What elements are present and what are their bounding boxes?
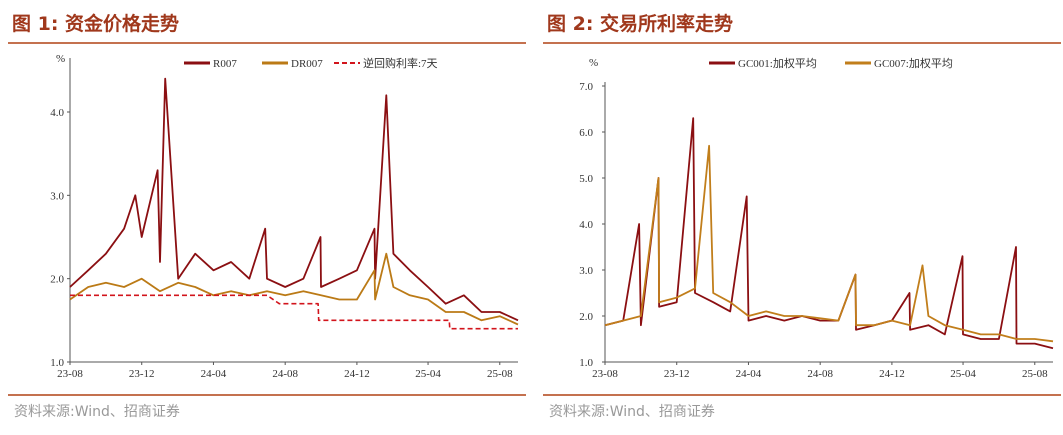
series-line-1 xyxy=(604,117,1054,350)
y-unit-label: % xyxy=(589,57,598,69)
legend-label: DR007 xyxy=(291,58,323,70)
chart-money-rates: % 1.0 2.0 3.0 4.0 23-08 23-12 24-04 24-08 24-12 25… xyxy=(50,53,519,380)
y-tick-label: 1.0 xyxy=(50,357,64,369)
x-tick-label: 25-04 xyxy=(415,368,441,380)
x-tick-label: 24-04 xyxy=(201,368,227,380)
figure-2: 图 2: 交易所利率走势 % 1.0 2.0 3.0 4.0 5.0 6.0 7.0 23-08… xyxy=(543,0,1063,435)
x-tick-label: 23-08 xyxy=(592,368,618,380)
figure-title: 图 1: 资金价格走势 xyxy=(12,13,180,35)
series-line-1 xyxy=(69,77,519,322)
y-unit-label: % xyxy=(56,53,65,65)
title-rule xyxy=(543,42,1061,44)
legend-label: GC001:加权平均 xyxy=(738,57,817,70)
y-tick-label: 3.0 xyxy=(579,265,593,277)
y-tick-label: 6.0 xyxy=(579,127,593,139)
x-tick-label: 23-12 xyxy=(129,368,155,380)
source-note: 资料来源:Wind、招商证券 xyxy=(14,404,180,420)
x-tick-label: 25-04 xyxy=(950,368,976,380)
x-tick-label: 24-04 xyxy=(736,368,762,380)
y-tick-label: 3.0 xyxy=(50,190,64,202)
legend-label: 逆回购利率:7天 xyxy=(363,56,438,70)
source-note: 资料来源:Wind、招商证券 xyxy=(549,404,715,420)
series-line-2 xyxy=(604,144,1054,343)
source-rule xyxy=(543,394,1061,396)
y-tick-label: 2.0 xyxy=(50,274,64,286)
y-tick-label: 7.0 xyxy=(579,81,593,93)
figure-1: 图 1: 资金价格走势 % 1.0 2.0 3.0 4.0 23-08 23-12 24-04… xyxy=(8,0,528,435)
title-rule xyxy=(8,42,526,44)
y-tick-label: 4.0 xyxy=(579,219,593,231)
x-tick-label: 24-12 xyxy=(879,368,905,380)
x-tick-label: 25-08 xyxy=(1022,368,1048,380)
chart-exchange-rates: % 1.0 2.0 3.0 4.0 5.0 6.0 7.0 23-08 23-12 24-04 24-… xyxy=(579,57,1054,380)
x-tick-label: 23-12 xyxy=(664,368,690,380)
y-tick-label: 5.0 xyxy=(579,173,593,185)
x-tick-label: 24-08 xyxy=(807,368,833,380)
legend-label: GC007:加权平均 xyxy=(874,57,953,70)
series-line-3 xyxy=(70,294,518,330)
figure-title: 图 2: 交易所利率走势 xyxy=(547,13,734,35)
legend-label: R007 xyxy=(213,58,237,70)
x-tick-label: 24-08 xyxy=(272,368,298,380)
source-rule xyxy=(8,394,526,396)
x-tick-label: 23-08 xyxy=(57,368,83,380)
y-tick-label: 1.0 xyxy=(579,357,593,369)
y-tick-label: 4.0 xyxy=(50,107,64,119)
series-line-2 xyxy=(69,252,519,326)
y-tick-label: 2.0 xyxy=(579,311,593,323)
x-tick-label: 25-08 xyxy=(487,368,513,380)
x-tick-label: 24-12 xyxy=(344,368,370,380)
